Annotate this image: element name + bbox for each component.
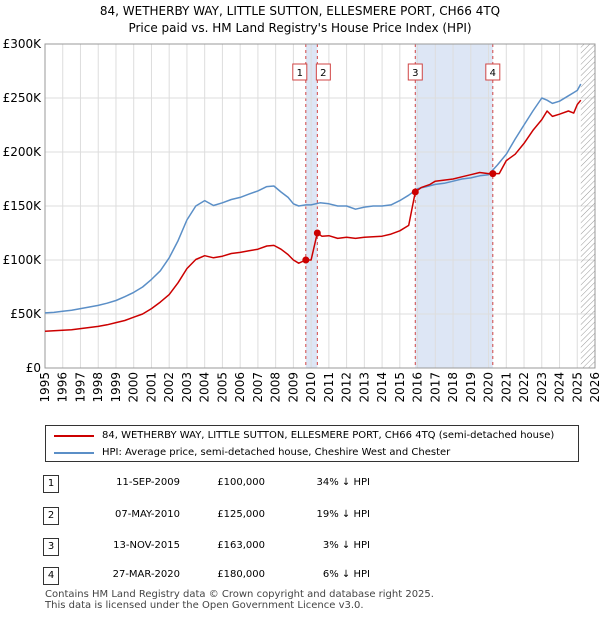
sale-hpi-diff: 6% ↓ HPI [322, 569, 370, 580]
x-tick-label: 2010 [304, 372, 318, 403]
x-tick-label: 2011 [322, 372, 336, 403]
sale-point-1 [302, 256, 310, 264]
sale-point-2 [313, 229, 321, 237]
x-tick-label: 2022 [517, 372, 531, 403]
sale-label-box-2 [315, 63, 331, 81]
series-line-hpi [44, 83, 582, 314]
x-tick-label: 2019 [464, 372, 478, 403]
y-tick-label: £300K [3, 37, 43, 51]
sale-label-text-2: 2 [320, 68, 326, 79]
x-tick-label: 2026 [588, 372, 600, 403]
sale-row: 4 27-MAR-2020 £180,000 6% ↓ HPI [0, 567, 600, 587]
sale-date: 11-SEP-2009 [116, 477, 180, 488]
x-tick-label: 1995 [38, 372, 52, 403]
x-tick-label: 2015 [393, 372, 407, 403]
sale-price: £163,000 [217, 540, 265, 551]
y-tick-label: £0 [26, 361, 41, 375]
sale-row: 2 07-MAY-2010 £125,000 19% ↓ HPI [0, 507, 600, 527]
footer-licence: This data is licensed under the Open Gov… [45, 600, 364, 611]
x-tick-label: 2006 [233, 372, 247, 403]
x-tick-label: 1999 [109, 372, 123, 403]
sale-date: 07-MAY-2010 [114, 509, 180, 520]
x-tick-label: 2016 [411, 372, 425, 403]
sale-point-3 [411, 188, 419, 196]
footer-copyright: Contains HM Land Registry data © Crown c… [45, 589, 434, 600]
sale-label-text-3: 3 [412, 68, 418, 79]
sale-number-badge: 1 [43, 475, 59, 493]
x-tick-label: 2002 [162, 372, 176, 403]
x-tick-label: 2001 [144, 372, 158, 403]
axes [44, 43, 596, 369]
sale-label-text-4: 4 [490, 68, 496, 79]
x-tick-label: 2023 [535, 372, 549, 403]
x-tick-label: 2018 [446, 372, 460, 403]
sale-hpi-diff: 3% ↓ HPI [322, 540, 370, 551]
sale-label-box-1 [292, 63, 308, 81]
y-tick-label: £250K [3, 91, 43, 105]
sale-price: £125,000 [217, 509, 265, 520]
x-tick-label: 2025 [570, 372, 584, 403]
x-tick-label: 2007 [251, 372, 265, 403]
sale-label-box-4 [485, 63, 501, 81]
sale-row: 1 11-SEP-2009 £100,000 34% ↓ HPI [0, 475, 600, 495]
y-tick-label: £100K [3, 253, 43, 267]
series-line-property [44, 99, 582, 333]
sale-price: £180,000 [217, 569, 265, 580]
sale-number-badge: 3 [43, 538, 59, 556]
sale-markers: 1 2 3 4 [292, 63, 501, 264]
forecast-hatch-area [580, 44, 595, 368]
legend-label-hpi: HPI: Average price, semi-detached house,… [102, 447, 451, 458]
y-tick-label: £200K [3, 145, 43, 159]
sale-number-badge: 2 [43, 507, 59, 525]
y-tick-label: £50K [10, 307, 42, 321]
plot-frame [44, 43, 596, 369]
sale-hpi-diff: 34% ↓ HPI [316, 477, 370, 488]
x-tick-label: 2020 [482, 372, 496, 403]
sale-label-box-3 [407, 63, 423, 81]
sale-hpi-diff: 19% ↓ HPI [316, 509, 370, 520]
x-tick-label: 1997 [73, 372, 87, 403]
sale-row: 3 13-NOV-2015 £163,000 3% ↓ HPI [0, 538, 600, 558]
x-tick-label: 2003 [180, 372, 194, 403]
sale-label-text-1: 1 [297, 68, 303, 79]
series-lines [44, 83, 582, 333]
x-tick-label: 2008 [269, 372, 283, 403]
x-tick-label: 2004 [198, 372, 212, 403]
x-tick-label: 1996 [56, 372, 70, 403]
x-tick-label: 2024 [553, 372, 567, 403]
legend-swatch-property [54, 435, 94, 437]
sale-date: 13-NOV-2015 [113, 540, 180, 551]
x-tick-label: 2014 [375, 372, 389, 403]
sale-point-4 [489, 170, 497, 178]
sale-price: £100,000 [217, 477, 265, 488]
x-tick-label: 2017 [428, 372, 442, 403]
x-tick-label: 2012 [340, 372, 354, 403]
legend-swatch-hpi [54, 452, 94, 454]
legend-label-property: 84, WETHERBY WAY, LITTLE SUTTON, ELLESME… [102, 430, 555, 441]
chart-title-address: 84, WETHERBY WAY, LITTLE SUTTON, ELLESME… [99, 4, 501, 18]
sale-date: 27-MAR-2020 [112, 569, 180, 580]
x-tick-label: 2000 [127, 372, 141, 403]
legend: 84, WETHERBY WAY, LITTLE SUTTON, ELLESME… [45, 425, 579, 462]
chart-subtitle: Price paid vs. HM Land Registry's House … [128, 21, 472, 35]
x-tick-label: 2021 [499, 372, 513, 403]
x-tick-label: 1998 [91, 372, 105, 403]
forecast-hatch [580, 44, 595, 368]
x-tick-label: 2009 [286, 372, 300, 403]
sale-number-badge: 4 [43, 567, 59, 585]
y-tick-label: £150K [3, 199, 43, 213]
x-tick-label: 2005 [215, 372, 229, 403]
x-tick-label: 2013 [357, 372, 371, 403]
